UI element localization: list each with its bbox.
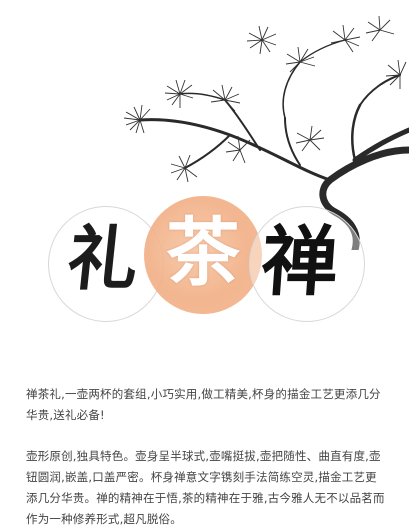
right-circle (249, 206, 365, 322)
intro-paragraph: 禅茶礼,一壶两杯的套组,小巧实用,做工精美,杯身的描金工艺更添几分华贵,送礼必备… (26, 386, 381, 422)
accent-circle (144, 196, 262, 314)
calligraphy-circles: 礼 茶 禅 (0, 190, 409, 340)
calligraphy-cha: 茶 (166, 210, 240, 296)
calligraphy-chan: 禅 (258, 217, 342, 306)
description-paragraph: 壶形原创,独具特色。壶身呈半球式,壶嘴挺拔,壶把随性、曲直有度,壶钮圆润,嵌盖,… (26, 448, 385, 526)
calligraphy-li: 礼 (63, 217, 143, 300)
